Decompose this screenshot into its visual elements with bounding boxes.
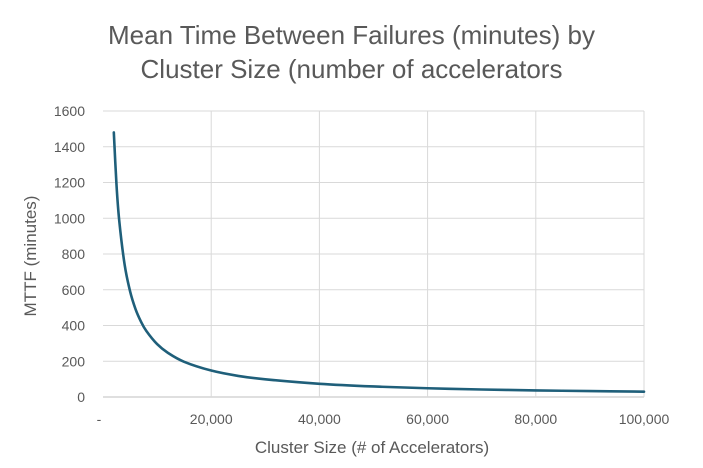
y-tick-label: 800 [62,246,86,262]
x-tick-label: 60,000 [406,411,449,427]
y-tick-label: 1200 [54,175,85,191]
y-tick-label: 1400 [54,139,85,155]
y-tick-label: 200 [62,353,86,369]
x-tick-label: - [97,411,102,427]
y-tick-label: 600 [62,282,86,298]
chart-title: Mean Time Between Failures (minutes) by … [0,18,703,86]
x-tick-label: 40,000 [298,411,341,427]
gridlines [103,110,645,398]
x-tick-label: 80,000 [514,411,557,427]
y-axis-title: MTTF (minutes) [21,196,40,317]
y-tick-label: 1600 [54,103,85,119]
y-tick-label: 1000 [54,210,85,226]
y-tick-label: 400 [62,318,86,334]
series-layer [112,131,646,393]
y-tick-label: 0 [77,389,85,405]
x-tick-label: 100,000 [619,411,670,427]
series-line [112,131,646,393]
chart-title-line-2: Cluster Size (number of accelerators [140,54,563,84]
x-tick-label: 20,000 [190,411,233,427]
x-axis-title: Cluster Size (# of Accelerators) [255,438,489,457]
y-axis-ticks: 0 200 400 600 800 1000 1200 1400 1600 [54,103,85,405]
chart-title-line-1: Mean Time Between Failures (minutes) by [108,20,595,50]
x-axis-ticks: - 20,000 40,000 60,000 80,000 100,000 [97,411,670,427]
